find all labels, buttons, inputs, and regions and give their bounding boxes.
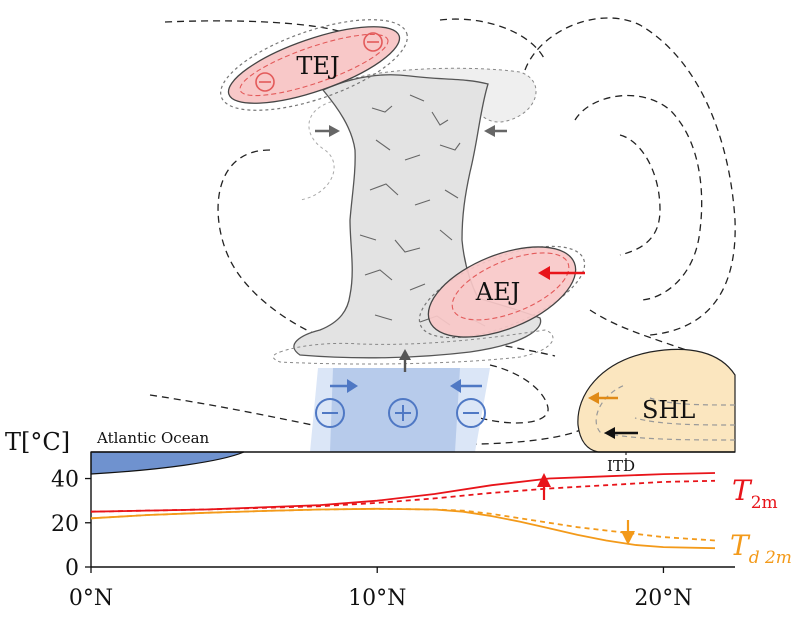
- arrows: [315, 125, 638, 439]
- low-level-minus-right: [456, 398, 486, 428]
- t2m-label: T2m: [732, 474, 778, 513]
- shl-label: SHL: [642, 396, 695, 424]
- tej-divergence-left: [255, 72, 275, 92]
- itd-label: ITD: [607, 457, 635, 475]
- y-tick-label: 20: [51, 512, 79, 537]
- y-tick-label: 40: [51, 468, 79, 493]
- low-level-minus-left: [315, 398, 345, 428]
- temperature-plot: 0 20 40 0°N 10°N 20°N: [51, 451, 735, 611]
- series-td2m-solid: [90, 507, 716, 550]
- t2m-change-arrow: [537, 473, 551, 500]
- td2m-change-arrow: [621, 520, 635, 545]
- low-level-plus-center: [388, 398, 418, 428]
- saharan-heat-low: [577, 348, 736, 460]
- y-tick-label: 0: [65, 556, 79, 581]
- atlantic-ocean-wedge: [90, 451, 245, 475]
- monsoon-column: [310, 368, 490, 452]
- x-tick-label: 10°N: [348, 586, 406, 611]
- x-tick-label: 0°N: [69, 586, 113, 611]
- aej-label: AEJ: [475, 278, 520, 306]
- convective-cloud: [272, 67, 554, 365]
- x-tick-label: 20°N: [634, 586, 692, 611]
- tej-jet: [220, 19, 408, 111]
- td2m-label: Td 2m: [730, 529, 792, 568]
- series-t2m-dashed: [90, 479, 716, 513]
- series-td2m-dashed: [90, 507, 716, 542]
- tej-label: TEJ: [296, 52, 339, 80]
- y-axis-label: T[°C]: [5, 428, 70, 456]
- tej-divergence-right: [363, 32, 383, 52]
- series-t2m-solid: [90, 472, 716, 513]
- ocean-label: Atlantic Ocean: [96, 429, 210, 447]
